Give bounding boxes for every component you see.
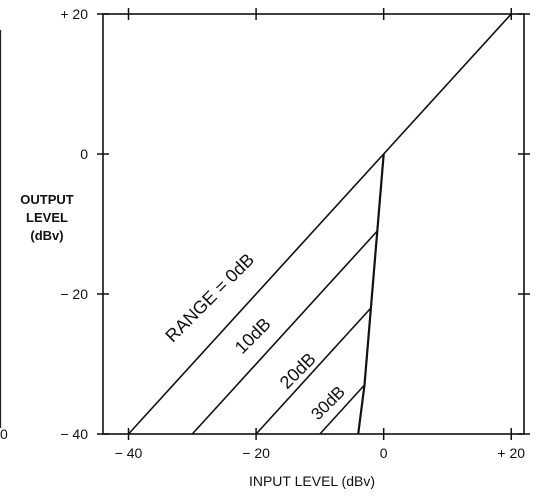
y-axis-label-line-3: (dBv) (30, 228, 63, 243)
series-lines (127, 13, 512, 435)
y-tick-label-0: + 20 (60, 6, 88, 22)
tick-marks (97, 8, 530, 440)
plot-frame (102, 13, 525, 435)
series-line-2 (255, 307, 372, 435)
x-tick-label-0: − 40 (115, 445, 143, 461)
series-line-3 (319, 384, 366, 435)
y-tick-label-1: 0 (80, 146, 88, 162)
y-tick-label-3: − 40 (60, 426, 88, 442)
series-line-0 (127, 13, 512, 435)
y-tick-label-2: − 20 (60, 286, 88, 302)
tick-labels: − 40 − 20 0 + 20 + 20 0 − 20 − 40 0 (0, 6, 525, 461)
series-line-1 (191, 230, 378, 435)
left-edge-label-0: 0 (0, 426, 8, 442)
y-axis-label-line-1: OUTPUT (20, 192, 74, 207)
x-tick-label-1: − 20 (242, 445, 270, 461)
x-tick-label-2: 0 (380, 445, 388, 461)
x-axis-label: INPUT LEVEL (dBv) (249, 473, 375, 489)
series-label-3: 30dB (307, 382, 349, 424)
y-axis-label-line-2: LEVEL (26, 210, 68, 225)
x-tick-label-3: + 20 (497, 445, 525, 461)
series-line-threshold (357, 153, 385, 435)
